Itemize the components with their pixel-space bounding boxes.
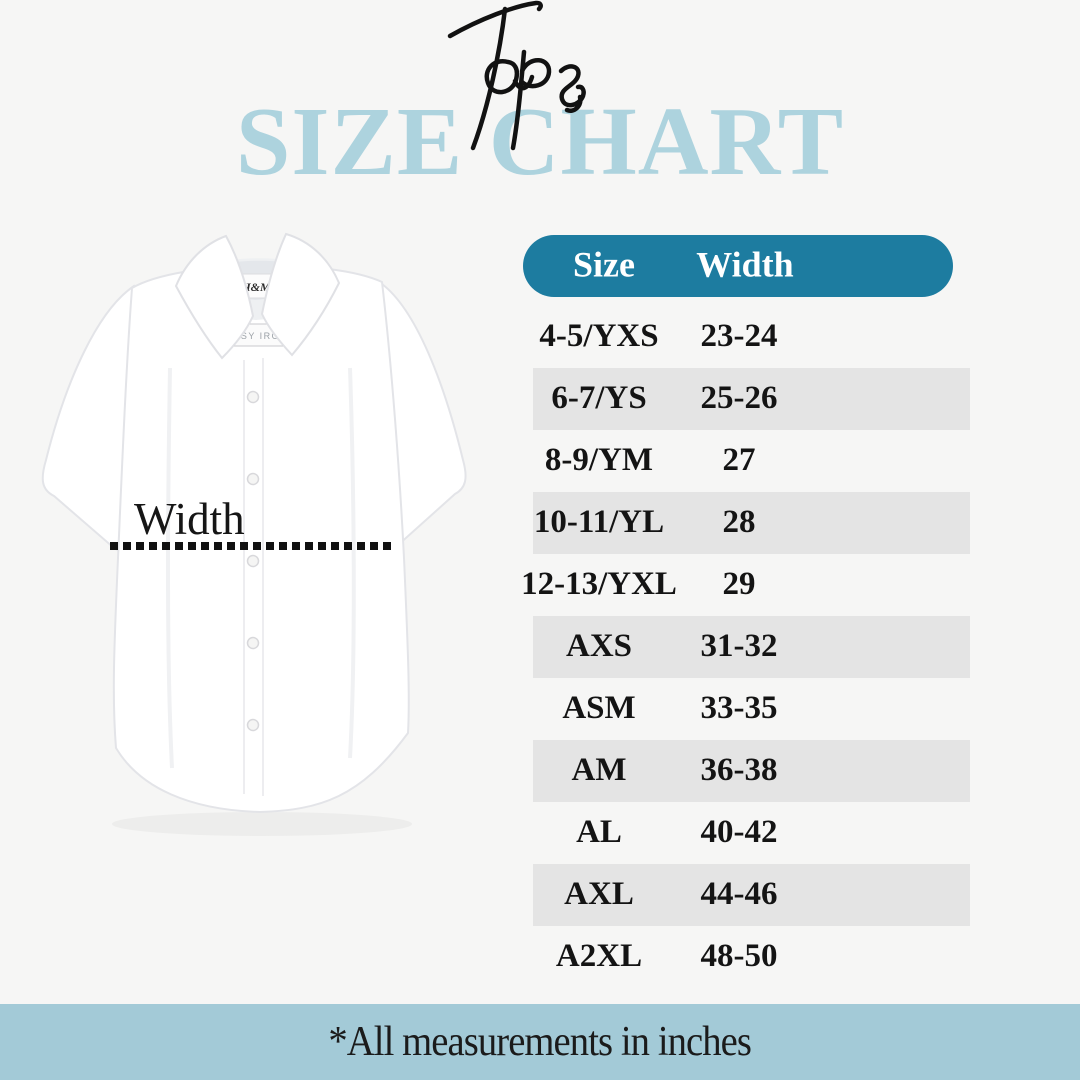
script-t-bar — [447, 0, 543, 39]
size-cell: A2XL — [555, 937, 643, 974]
table-row: AXS 31-32 — [533, 616, 970, 678]
shirt-buttons — [246, 390, 260, 732]
width-cell: 44-46 — [700, 875, 778, 912]
table-row: ASM 33-35 — [533, 678, 970, 740]
size-table: 4-5/YXS 23-24 6-7/YS 25-26 8-9/YM 27 10-… — [521, 306, 970, 988]
shirt-illustration: H&M EASY IRON Width — [41, 232, 467, 836]
size-cell: AM — [571, 751, 627, 788]
size-cell: AXL — [564, 875, 634, 912]
size-cell: 4-5/YXS — [539, 317, 659, 354]
table-row: 10-11/YL 28 — [533, 492, 970, 554]
shirt-fold-left — [166, 367, 174, 769]
script-o — [484, 58, 535, 95]
table-row: AXL 44-46 — [533, 864, 970, 926]
width-cell: 31-32 — [700, 627, 778, 664]
table-row: AL 40-42 — [533, 802, 970, 864]
script-t-stem — [470, 6, 508, 151]
width-annotation-label: Width — [134, 494, 245, 544]
script-title-tops: Tops — [447, 0, 586, 151]
shirt-fold-right — [348, 367, 356, 759]
care-label-text: EASY IRON — [226, 331, 288, 341]
size-cell: 6-7/YS — [551, 379, 647, 416]
table-row: 12-13/YXL 29 — [521, 554, 970, 616]
table-row: 4-5/YXS 23-24 — [533, 306, 970, 368]
width-cell: 48-50 — [700, 937, 778, 974]
column-header-width: Width — [696, 244, 794, 285]
size-cell: AXS — [565, 627, 633, 664]
size-cell: 12-13/YXL — [521, 565, 677, 602]
table-row: AM 36-38 — [533, 740, 970, 802]
width-cell: 29 — [722, 565, 756, 602]
size-cell: AL — [576, 813, 622, 850]
width-cell: 25-26 — [700, 379, 778, 416]
shirt-shadow — [112, 812, 412, 836]
measurement-note: *All measurements in inches — [328, 1019, 753, 1065]
column-header-size: Size — [573, 244, 635, 285]
size-cell: 8-9/YM — [544, 441, 654, 478]
script-s — [558, 64, 586, 113]
width-cell: 23-24 — [700, 317, 778, 354]
size-cell: ASM — [562, 689, 636, 726]
page-title: SIZE CHART — [235, 88, 845, 196]
shirt-body — [112, 264, 410, 814]
shirt-collar-right — [260, 232, 341, 357]
size-cell: 10-11/YL — [533, 503, 665, 540]
width-cell: 27 — [722, 441, 756, 478]
table-row: 6-7/YS 25-26 — [533, 368, 970, 430]
script-p-stem — [510, 49, 527, 151]
width-cell: 28 — [722, 503, 756, 540]
table-header: Size Width — [523, 235, 953, 297]
table-row: A2XL 48-50 — [533, 926, 970, 988]
table-row: 8-9/YM 27 — [533, 430, 970, 492]
shirt-collar-left — [174, 234, 255, 360]
shirt-figure: H&M EASY IRON Width — [20, 228, 490, 873]
width-cell: 40-42 — [700, 813, 778, 850]
width-cell: 36-38 — [700, 751, 778, 788]
width-cell: 33-35 — [700, 689, 778, 726]
footer-band: *All measurements in inches — [0, 1004, 1080, 1080]
script-p-bowl — [519, 58, 552, 89]
